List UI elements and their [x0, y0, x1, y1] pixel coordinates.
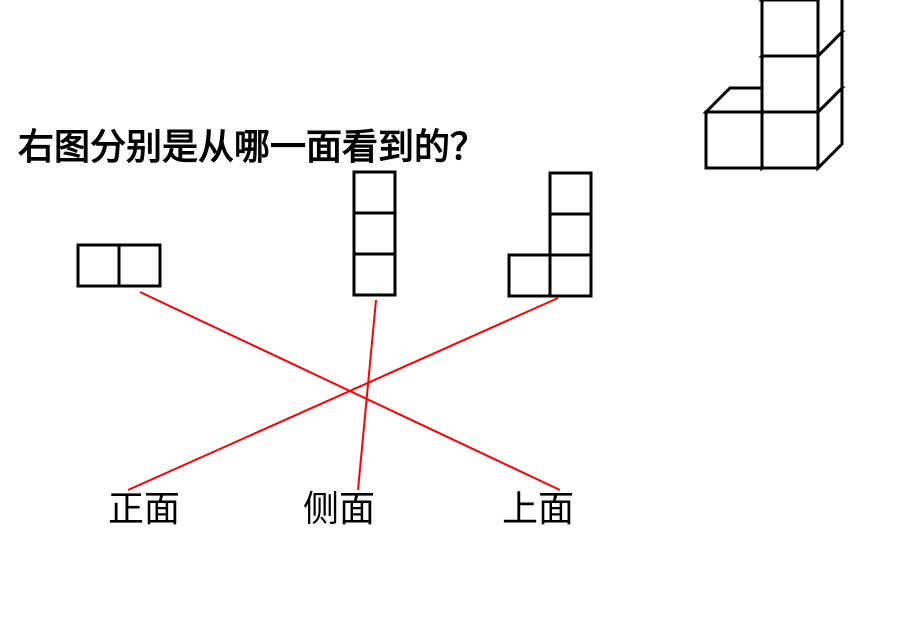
diagram-canvas	[0, 0, 920, 637]
match-line	[128, 298, 558, 490]
label-front: 正面	[108, 480, 180, 532]
view-1x2-cell	[119, 245, 160, 286]
view-L-cell	[509, 255, 550, 296]
view-3x1-cell	[354, 172, 395, 213]
view-3x1-cell	[354, 213, 395, 254]
view-L-cell	[550, 173, 591, 214]
view-L-cell	[550, 214, 591, 255]
label-top: 上面	[502, 480, 574, 532]
view-3x1-cell	[354, 254, 395, 295]
view-1x2-cell	[78, 245, 119, 286]
question-title: 右图分别是从哪一面看到的？	[18, 118, 486, 170]
view-L-cell	[550, 255, 591, 296]
label-side: 侧面	[303, 480, 375, 532]
